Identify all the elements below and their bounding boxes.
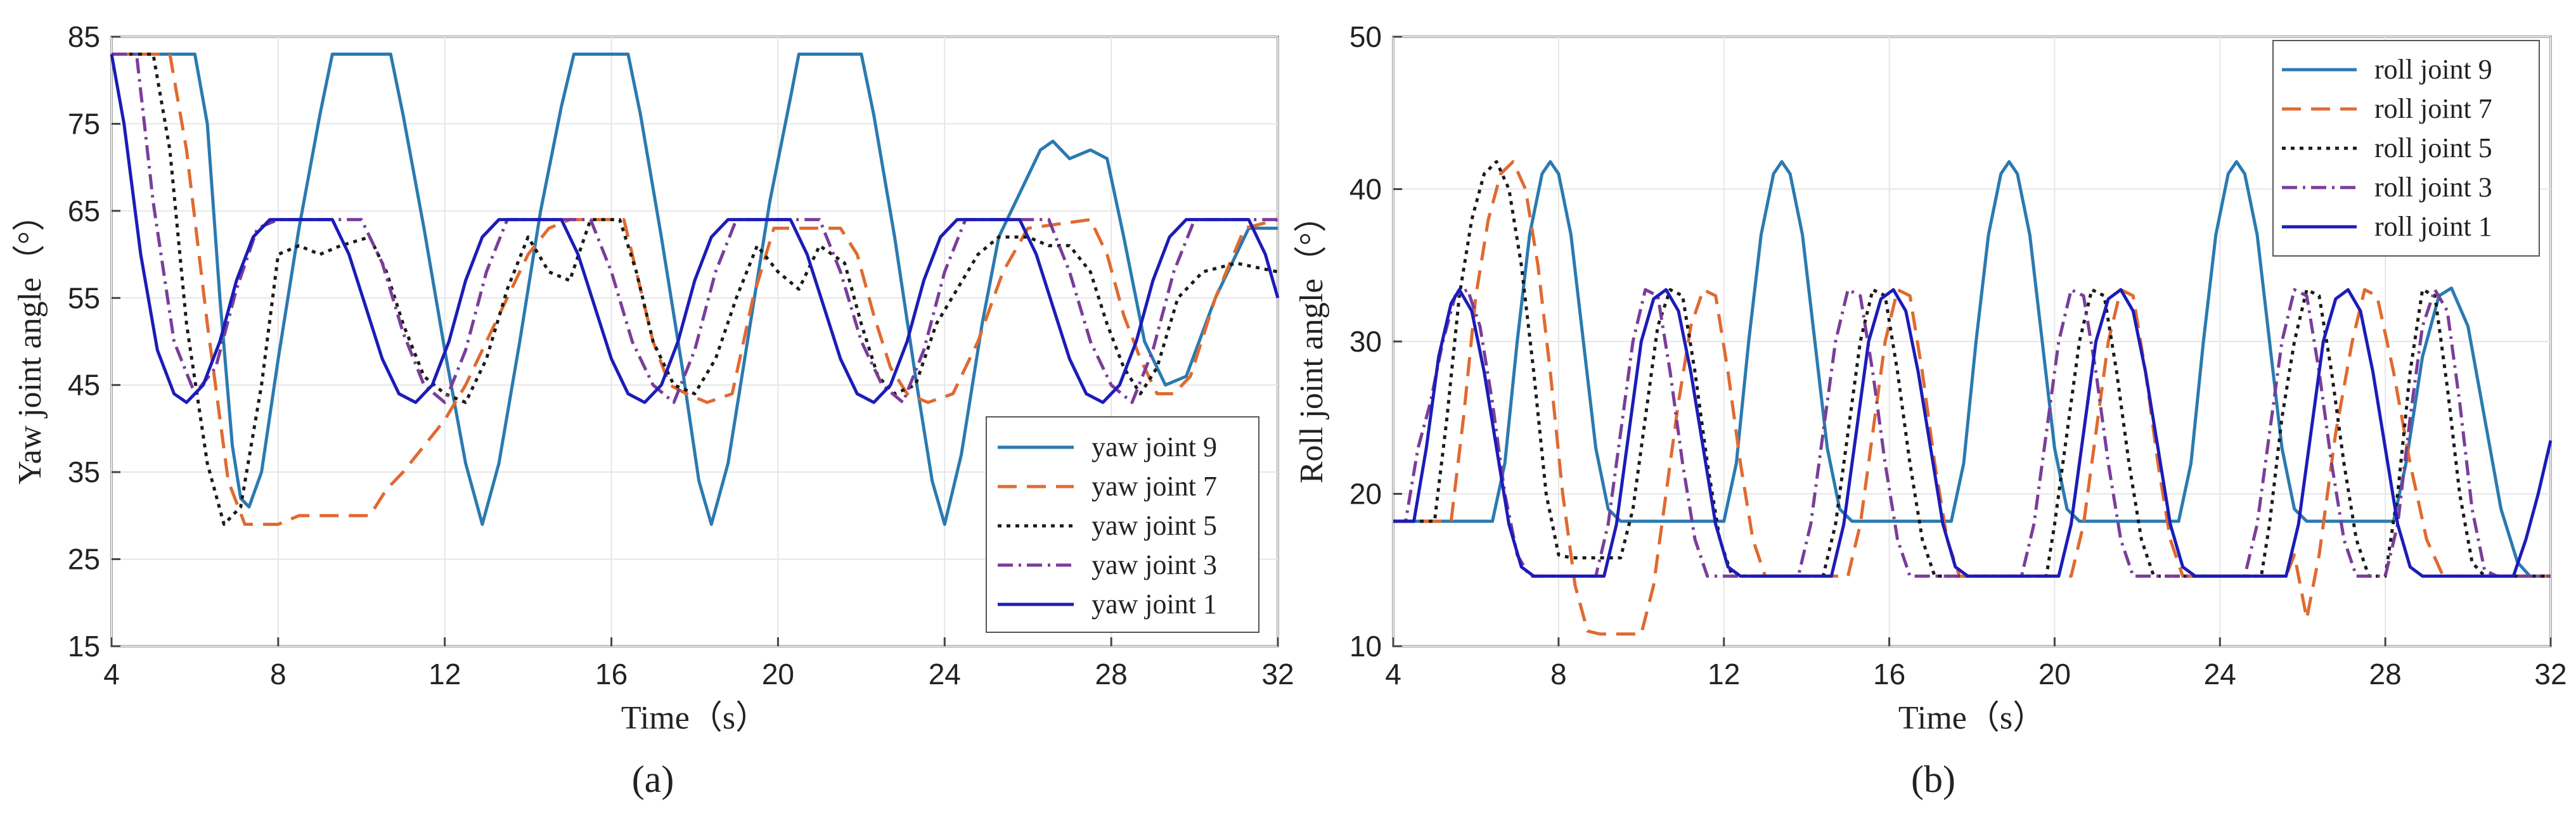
legend-label: yaw joint 3 — [1092, 549, 1217, 580]
chart-panel-b: 4 8 12 16 20 24 28 32 10 20 30 40 50 Time（s） Roll jo… — [1294, 20, 2567, 800]
y-axis-label-a: Yaw joint angle（°） — [12, 198, 48, 485]
y-tick-label: 75 — [68, 107, 100, 140]
legend-a: yaw joint 9 yaw joint 7 yaw joint 5 yaw joi… — [986, 416, 1259, 633]
series-lines-a — [110, 53, 1280, 526]
x-tick-label: 28 — [2369, 658, 2402, 691]
x-tick-label: 4 — [1385, 658, 1401, 691]
x-tick-label: 28 — [1095, 658, 1128, 691]
legend-label: roll joint 3 — [2374, 172, 2492, 203]
x-tick-label: 12 — [1708, 658, 1740, 691]
y-tick-label: 45 — [68, 369, 100, 402]
x-tick-label: 20 — [2038, 658, 2071, 691]
y-tick-label: 10 — [1349, 630, 1382, 663]
x-tick-label: 32 — [2534, 658, 2566, 691]
series-line-yaw-joint-9 — [112, 53, 1278, 526]
y-tick-label: 35 — [68, 456, 100, 488]
x-tick-label: 16 — [1873, 658, 1905, 691]
ticks-a: 4 8 12 16 20 24 28 32 15 25 35 45 55 65 75 85 — [68, 20, 1294, 691]
chart-panel-a: 4 8 12 16 20 24 28 32 15 25 35 45 55 65 75 85 Time（s） Y… — [12, 20, 1294, 800]
legend-label: roll joint 5 — [2374, 132, 2492, 163]
y-tick-label: 25 — [68, 543, 100, 576]
x-tick-label: 24 — [929, 658, 961, 691]
series-lines-b — [1393, 160, 2553, 636]
series-line-yaw-joint-7 — [112, 53, 1278, 526]
legend-label: yaw joint 1 — [1092, 589, 1217, 620]
legend-label: roll joint 1 — [2374, 211, 2492, 242]
series-line-roll-joint-5 — [1393, 160, 2551, 578]
legend-label: yaw joint 5 — [1092, 510, 1217, 541]
y-tick-label: 40 — [1349, 173, 1382, 206]
x-tick-label: 32 — [1261, 658, 1294, 691]
y-tick-label: 65 — [68, 194, 100, 227]
legend-b: roll joint 9 roll joint 7 roll joint 5 roll… — [2272, 40, 2540, 257]
y-tick-label: 55 — [68, 281, 100, 314]
x-axis-label-a: Time（s） — [621, 700, 768, 736]
y-tick-label: 20 — [1349, 478, 1382, 511]
series-line-roll-joint-7 — [1393, 160, 2551, 636]
x-tick-label: 24 — [2204, 658, 2236, 691]
y-axis-label-b: Roll joint angle（°） — [1294, 200, 1330, 483]
panel-label-a: (a) — [632, 758, 674, 800]
legend-label: yaw joint 7 — [1092, 471, 1217, 502]
legend-box-a — [986, 416, 1259, 633]
series-line-yaw-joint-1 — [110, 54, 1280, 404]
series-line-roll-joint-1 — [1393, 288, 2553, 578]
series-line-yaw-joint-5 — [112, 53, 1278, 526]
legend-items-a: yaw joint 9 yaw joint 7 yaw joint 5 yaw joi… — [998, 431, 1217, 620]
legend-items-b: roll joint 9 roll joint 7 roll joint 5 roll… — [2282, 54, 2492, 242]
legend-label: roll joint 7 — [2374, 93, 2492, 124]
legend-label: yaw joint 9 — [1092, 431, 1217, 462]
x-tick-label: 16 — [595, 658, 628, 691]
legend-label: roll joint 9 — [2374, 54, 2492, 85]
x-tick-label: 12 — [428, 658, 461, 691]
x-axis-label-b: Time（s） — [1898, 700, 2045, 736]
y-tick-label: 30 — [1349, 325, 1382, 358]
panel-label-b: (b) — [1911, 758, 1955, 800]
x-tick-label: 8 — [1550, 658, 1567, 691]
y-tick-label: 85 — [68, 20, 100, 53]
ticks-b: 4 8 12 16 20 24 28 32 10 20 30 40 50 — [1349, 20, 2567, 691]
x-tick-label: 8 — [270, 658, 287, 691]
x-tick-label: 4 — [103, 658, 120, 691]
y-tick-label: 50 — [1349, 20, 1382, 53]
x-tick-label: 20 — [762, 658, 794, 691]
y-tick-label: 15 — [68, 630, 100, 663]
